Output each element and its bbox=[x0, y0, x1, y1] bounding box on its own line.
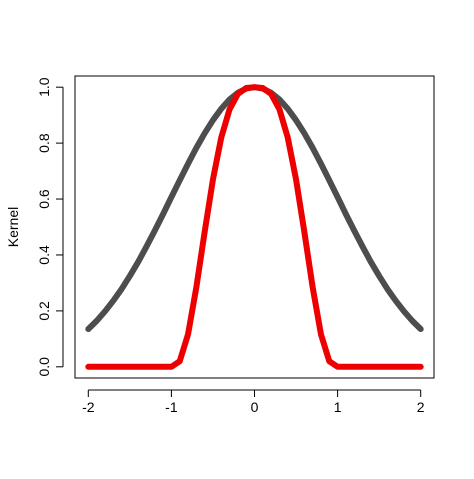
y-tick-label: 0.2 bbox=[36, 301, 52, 321]
x-tick-label: 0 bbox=[251, 399, 259, 415]
y-axis-label: Kernel bbox=[5, 207, 21, 247]
x-tick-label: -1 bbox=[165, 399, 178, 415]
y-tick-label: 0.4 bbox=[36, 245, 52, 265]
series-line bbox=[85, 84, 424, 333]
plot-box bbox=[74, 75, 435, 379]
x-tick-label: -2 bbox=[82, 399, 95, 415]
series-line bbox=[85, 84, 424, 370]
y-tick-label: 1.0 bbox=[36, 77, 52, 97]
y-tick-label: 0.8 bbox=[36, 133, 52, 153]
y-tick-label: 0.0 bbox=[36, 357, 52, 377]
x-tick-label: 1 bbox=[334, 399, 342, 415]
y-tick-label: 0.6 bbox=[36, 189, 52, 209]
x-tick-label: 2 bbox=[417, 399, 425, 415]
